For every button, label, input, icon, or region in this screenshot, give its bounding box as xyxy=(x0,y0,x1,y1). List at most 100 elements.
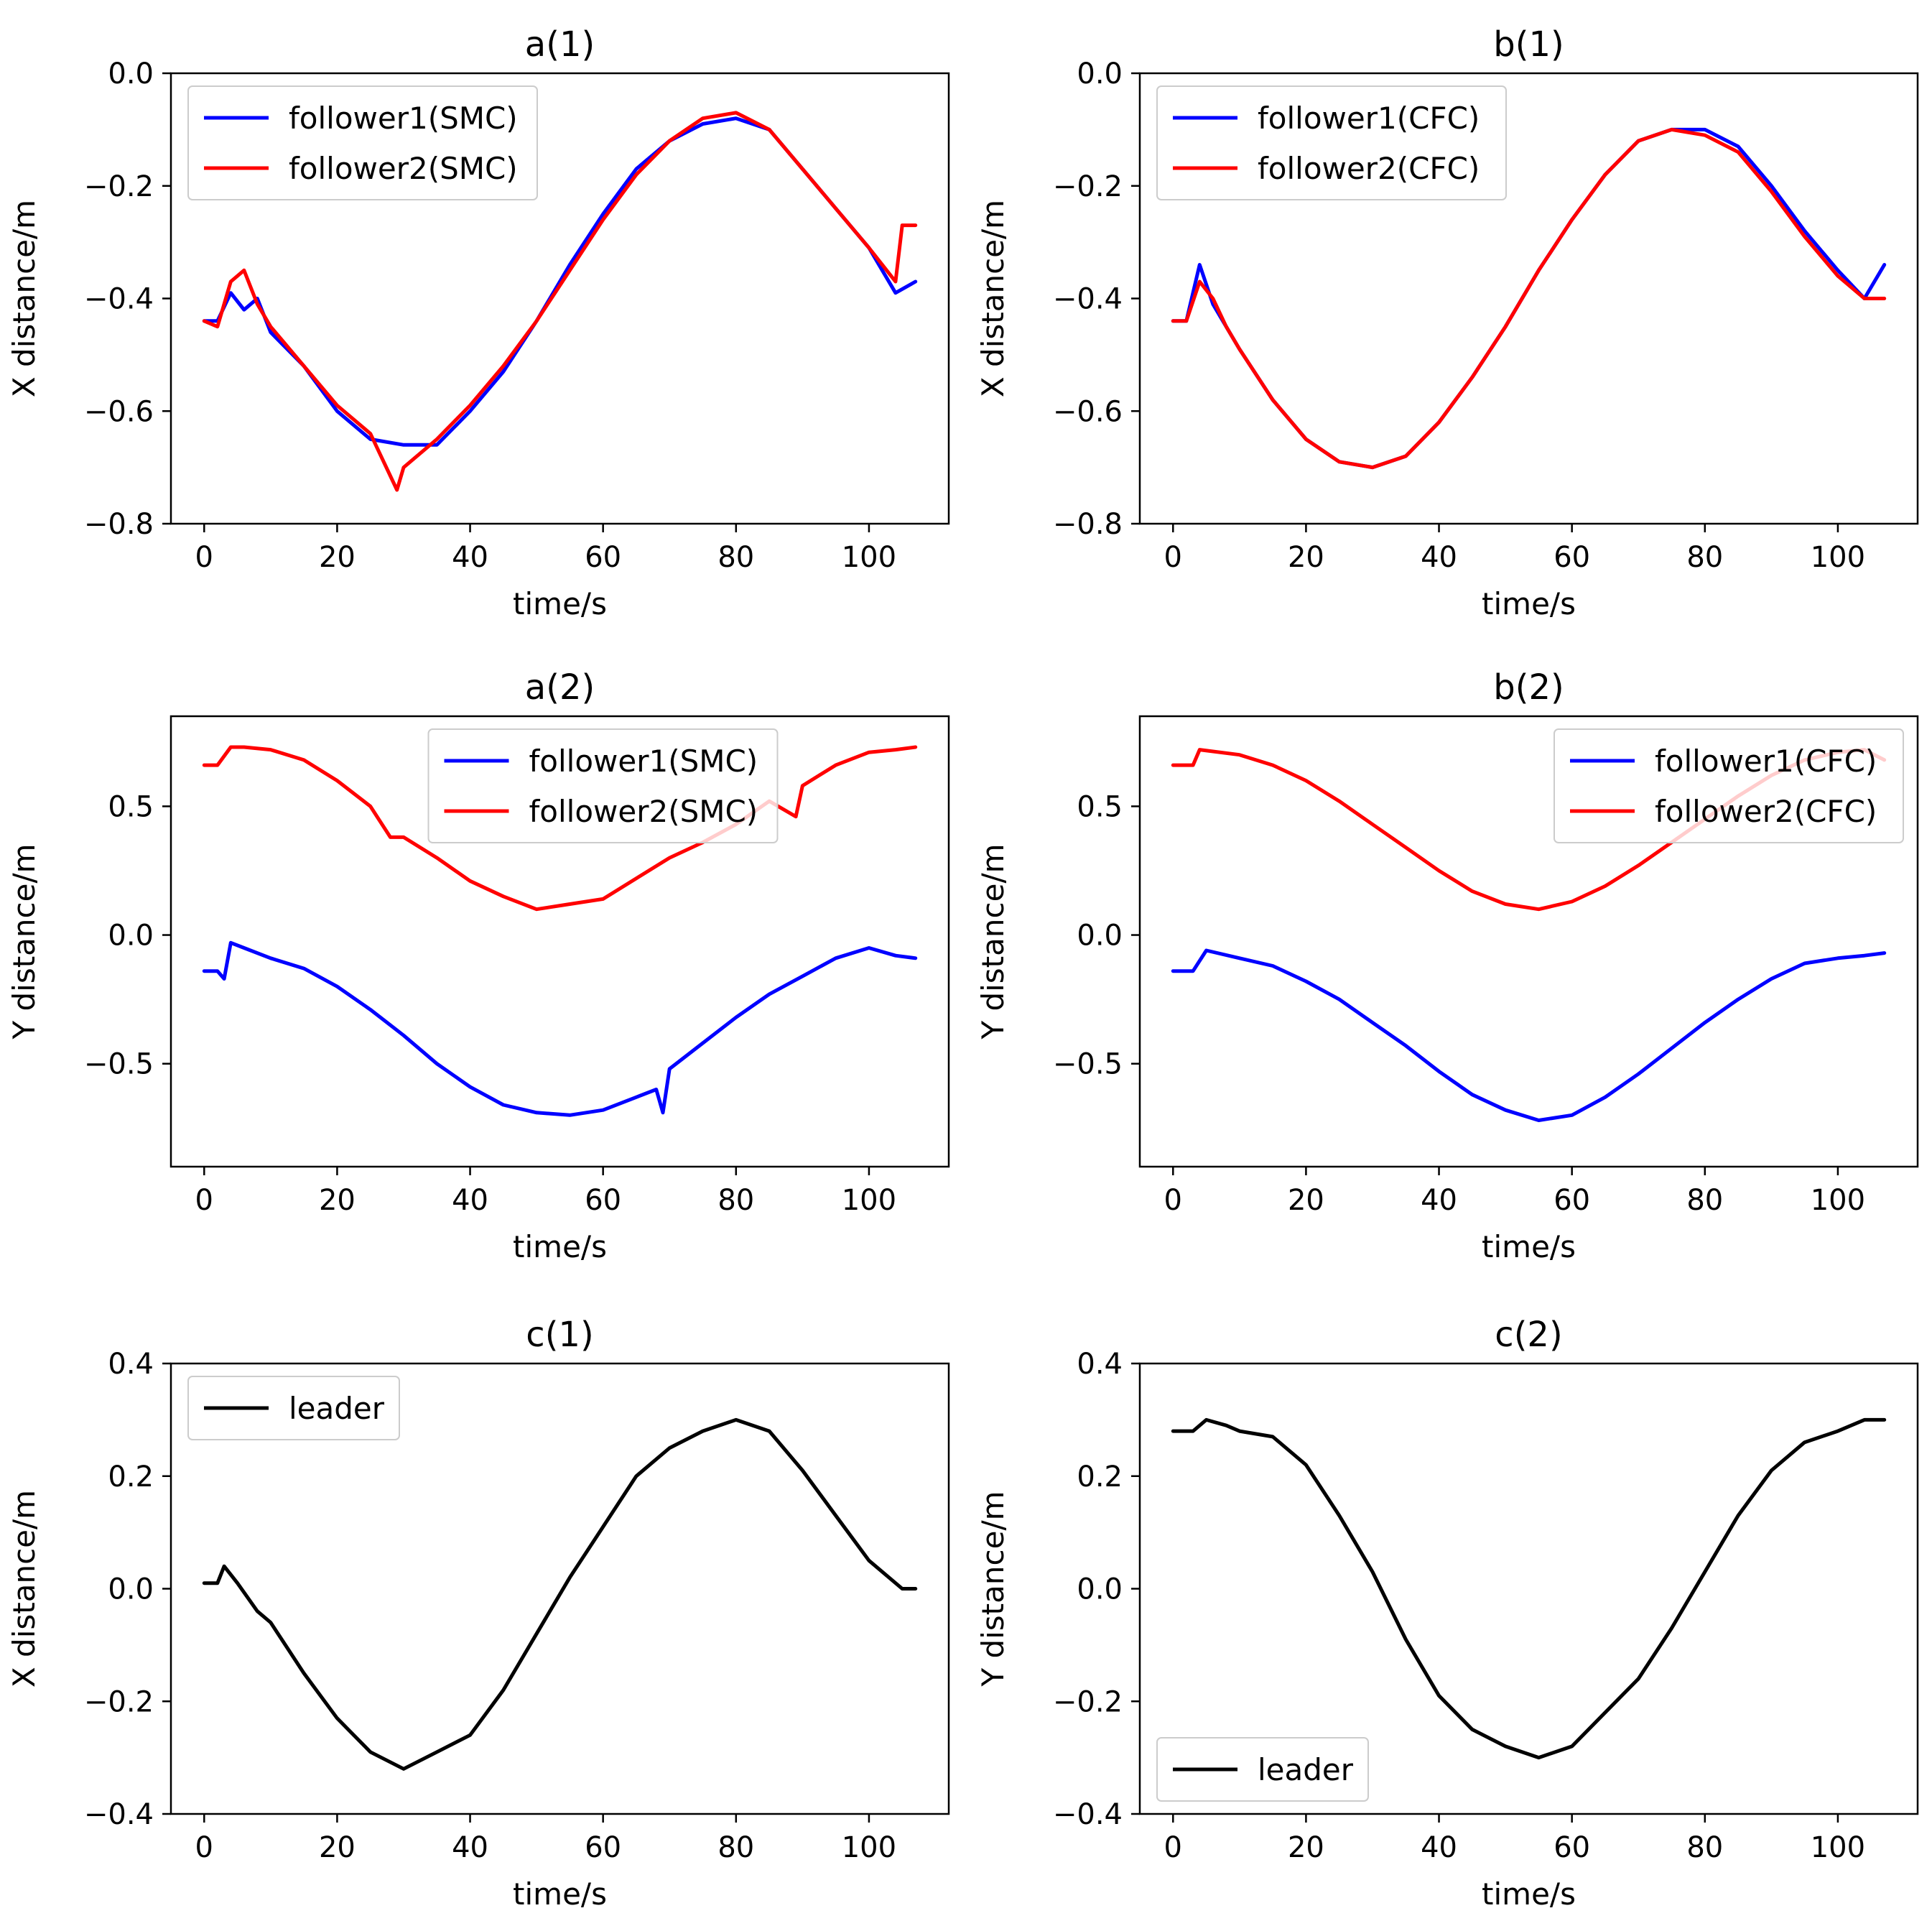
series-line-leader xyxy=(202,1417,918,1771)
y-tick-label: 0.0 xyxy=(1077,920,1123,953)
chart-title: c(2) xyxy=(1495,1315,1562,1355)
y-axis-label: X distance/m xyxy=(975,200,1011,397)
y-axis-label: X distance/m xyxy=(6,200,42,397)
legend-box xyxy=(187,1376,400,1440)
x-tick-label: 0 xyxy=(195,1831,213,1864)
x-tick-label: 60 xyxy=(1554,1831,1590,1864)
x-tick-label: 100 xyxy=(842,541,896,574)
chart-panel-b1: b(1) 0 20 40 60 80 100 0.0 −0.2 −0.4 −0.6 −0.8 time/… xyxy=(975,24,1919,621)
series-line-leader xyxy=(1171,1417,1887,1760)
series-line-follower1(SMC) xyxy=(202,940,918,1117)
series-group xyxy=(202,111,918,492)
x-tick-label: 0 xyxy=(1164,1831,1182,1864)
x-axis-label: time/s xyxy=(513,1876,607,1912)
x-tick-label: 0 xyxy=(1164,1184,1182,1217)
y-tick-label: −0.5 xyxy=(1053,1048,1123,1081)
x-tick-label: 100 xyxy=(842,1831,896,1864)
x-tick-label: 0 xyxy=(195,1184,213,1217)
chart-title: c(1) xyxy=(526,1315,593,1355)
y-axis-label: Y distance/m xyxy=(6,843,42,1040)
y-tick-label: 0.5 xyxy=(108,790,154,823)
y-tick-label: −0.2 xyxy=(1053,1685,1123,1718)
x-axis-label: time/s xyxy=(1482,1229,1576,1264)
y-tick-label: −0.6 xyxy=(84,395,154,428)
x-tick-label: 20 xyxy=(319,1184,356,1217)
x-tick-label: 60 xyxy=(1554,541,1590,574)
series-group xyxy=(202,745,918,1117)
y-tick-label: −0.5 xyxy=(84,1048,154,1081)
x-tick-label: 60 xyxy=(585,1831,621,1864)
legend-label: follower1(CFC) xyxy=(1655,744,1877,779)
legend-label: follower2(CFC) xyxy=(1258,151,1480,186)
x-tick-label: 20 xyxy=(319,1831,356,1864)
legend: follower1(CFC) follower2(CFC) xyxy=(1156,85,1507,200)
x-tick-label: 40 xyxy=(1421,1831,1457,1864)
legend-box xyxy=(1156,85,1507,200)
x-tick-label: 80 xyxy=(1686,541,1723,574)
legend: leader xyxy=(187,1376,400,1440)
x-tick-label: 80 xyxy=(717,1184,754,1217)
series-line-follower1(CFC) xyxy=(1171,948,1887,1122)
legend: follower1(SMC) follower2(SMC) xyxy=(187,85,538,200)
y-tick-label: −0.4 xyxy=(1053,1798,1123,1831)
legend-label: follower1(SMC) xyxy=(289,101,518,136)
y-tick-label: 0.2 xyxy=(1077,1460,1123,1494)
series-line-follower2(SMC) xyxy=(202,745,918,912)
chart-panel-a2: a(2) 0 20 40 60 80 100 0.5 0.0 −0.5 time/s Y distan… xyxy=(6,667,950,1264)
x-tick-label: 40 xyxy=(1421,541,1457,574)
y-tick-label: −0.4 xyxy=(84,1798,154,1831)
chart-panel-c1: c(1) 0 20 40 60 80 100 0.4 0.2 0.0 −0.2 −0.4 time/s X… xyxy=(6,1315,950,1912)
legend-box xyxy=(187,85,538,200)
x-axis-label: time/s xyxy=(1482,586,1576,621)
y-tick-label: 0.0 xyxy=(1077,1573,1123,1606)
panels: a(1) 0 20 40 60 80 100 0.0 −0.2 −0.4 −0.6 −0.8 time/… xyxy=(6,24,1919,1912)
legend-label: follower2(SMC) xyxy=(289,151,518,186)
x-tick-label: 100 xyxy=(1811,1184,1865,1217)
chart-panel-c2: c(2) 0 20 40 60 80 100 0.4 0.2 0.0 −0.2 −0.4 time/s Y… xyxy=(975,1315,1919,1912)
x-axis-label: time/s xyxy=(513,1229,607,1264)
x-tick-label: 0 xyxy=(1164,541,1182,574)
legend-label: leader xyxy=(1258,1752,1354,1787)
x-axis-label: time/s xyxy=(513,586,607,621)
y-tick-label: −0.4 xyxy=(1053,283,1123,316)
x-tick-label: 40 xyxy=(1421,1184,1457,1217)
x-tick-label: 0 xyxy=(195,541,213,574)
y-tick-label: 0.5 xyxy=(1077,790,1123,823)
axes-frame xyxy=(1138,715,1919,1168)
y-tick-label: 0.0 xyxy=(1077,57,1123,91)
series-group xyxy=(202,1417,918,1771)
series-line-follower2(CFC) xyxy=(1171,127,1887,470)
series-group xyxy=(1171,127,1887,470)
y-tick-label: 0.0 xyxy=(108,1573,154,1606)
legend-box xyxy=(1156,1737,1369,1802)
y-axis-label: Y distance/m xyxy=(975,1491,1011,1687)
axes-frame xyxy=(169,715,950,1168)
legend: follower1(CFC) follower2(CFC) xyxy=(1554,728,1904,843)
legend: leader xyxy=(1156,1737,1369,1802)
y-tick-label: −0.6 xyxy=(1053,395,1123,428)
legend-label: leader xyxy=(289,1391,385,1426)
y-tick-label: 0.4 xyxy=(108,1348,154,1381)
chart-title: a(2) xyxy=(525,667,595,708)
series-line-follower2(SMC) xyxy=(202,111,918,492)
x-tick-label: 60 xyxy=(585,1184,621,1217)
y-axis-label: Y distance/m xyxy=(975,843,1011,1040)
chart-title: b(2) xyxy=(1493,667,1564,708)
y-tick-label: −0.2 xyxy=(1053,170,1123,203)
y-tick-label: 0.2 xyxy=(108,1460,154,1494)
legend-box xyxy=(427,728,779,843)
legend-box xyxy=(1554,728,1904,843)
y-tick-label: −0.8 xyxy=(1053,508,1123,541)
x-tick-label: 100 xyxy=(1811,1831,1865,1864)
x-tick-label: 20 xyxy=(1288,541,1324,574)
y-tick-label: 0.4 xyxy=(1077,1348,1123,1381)
chart-panel-a1: a(1) 0 20 40 60 80 100 0.0 −0.2 −0.4 −0.6 −0.8 time/… xyxy=(6,24,950,621)
x-tick-label: 20 xyxy=(319,541,356,574)
x-tick-label: 60 xyxy=(1554,1184,1590,1217)
legend: follower1(SMC) follower2(SMC) xyxy=(427,728,779,843)
chart-title: a(1) xyxy=(525,24,595,65)
x-tick-label: 40 xyxy=(452,1184,488,1217)
legend-label: follower1(SMC) xyxy=(529,744,758,779)
